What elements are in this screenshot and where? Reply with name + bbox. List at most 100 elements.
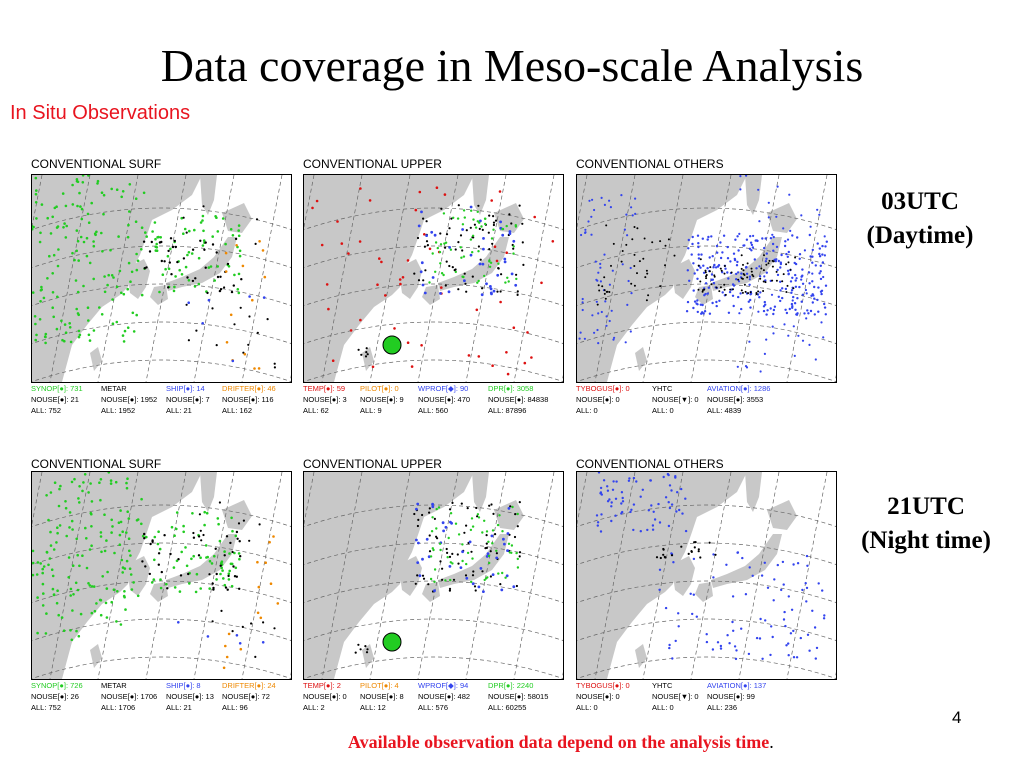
observation-point xyxy=(615,480,618,483)
observation-point xyxy=(790,608,794,611)
legend-name: DPR[●]: 3058 xyxy=(488,384,534,393)
observation-point xyxy=(225,535,229,538)
observation-point xyxy=(448,587,452,590)
observation-point xyxy=(194,277,197,280)
legend-name: YHTC xyxy=(652,384,673,393)
observation-point xyxy=(56,526,59,529)
observation-point xyxy=(610,501,613,504)
observation-point xyxy=(35,573,39,576)
observation-point xyxy=(727,311,731,314)
legend-all: ALL: 12 xyxy=(360,703,386,712)
observation-point xyxy=(466,551,470,555)
observation-point xyxy=(624,341,627,344)
japan-honshu xyxy=(711,237,782,291)
observation-point xyxy=(690,550,693,553)
observation-point xyxy=(470,580,473,584)
observation-point xyxy=(764,279,767,282)
observation-point xyxy=(515,551,518,555)
observation-point xyxy=(366,648,369,651)
observation-point xyxy=(473,223,476,226)
observation-point xyxy=(208,587,211,590)
observation-point xyxy=(621,263,624,266)
observation-point xyxy=(141,560,144,563)
legend-all: ALL: 0 xyxy=(576,703,598,712)
observation-point xyxy=(588,199,591,202)
observation-point xyxy=(696,277,699,280)
time-label: 21UTC xyxy=(887,493,965,520)
observation-point xyxy=(645,299,648,302)
observation-point xyxy=(815,646,819,650)
observation-point xyxy=(428,550,432,553)
observation-point xyxy=(384,294,387,297)
observation-point xyxy=(506,532,510,535)
observation-point xyxy=(479,567,483,570)
observation-point xyxy=(819,277,823,281)
taiwan-land xyxy=(362,347,374,371)
observation-point xyxy=(478,227,481,230)
observation-point xyxy=(650,504,653,507)
observation-point xyxy=(672,561,675,564)
observation-point xyxy=(767,216,770,219)
observation-point xyxy=(608,291,611,293)
observation-point xyxy=(768,259,771,262)
observation-point xyxy=(105,587,109,590)
observation-point xyxy=(456,217,460,220)
observation-point xyxy=(466,507,469,510)
observation-point xyxy=(737,295,740,299)
observation-point xyxy=(71,183,74,187)
observation-point xyxy=(262,621,265,624)
observation-point xyxy=(488,265,492,268)
observation-point xyxy=(359,318,362,322)
observation-point xyxy=(739,175,742,178)
observation-point xyxy=(72,593,75,596)
observation-point xyxy=(422,279,425,282)
observation-point xyxy=(130,270,134,274)
mainland-land xyxy=(577,472,747,679)
japan-hokkaido xyxy=(222,203,252,233)
observation-point xyxy=(705,640,709,644)
observation-point xyxy=(748,247,752,250)
observation-point xyxy=(786,238,790,241)
observation-point xyxy=(71,251,74,255)
observation-point xyxy=(224,270,228,273)
observation-point xyxy=(702,289,704,292)
legend-name: TYBOGUS[●]: 0 xyxy=(576,384,630,393)
observation-point xyxy=(820,289,824,292)
observation-point xyxy=(801,339,805,342)
observation-point xyxy=(769,237,773,240)
observation-point xyxy=(122,340,126,343)
observation-point xyxy=(457,562,460,565)
observation-point xyxy=(197,256,201,260)
observation-point xyxy=(703,310,707,313)
observation-point xyxy=(755,239,758,242)
observation-point xyxy=(605,324,608,327)
observation-point xyxy=(741,556,744,560)
legend-entry: SYNOP[●]: 726 NOUSE[●]: 26 ALL: 752 xyxy=(31,680,83,713)
observation-point xyxy=(634,212,637,215)
observation-point xyxy=(44,341,47,345)
observation-point xyxy=(49,491,53,494)
observation-point xyxy=(445,260,448,263)
observation-point xyxy=(462,255,466,258)
observation-point xyxy=(160,570,163,574)
observation-point xyxy=(689,592,692,595)
observation-point xyxy=(182,257,186,260)
observation-point xyxy=(716,641,720,644)
observation-point xyxy=(248,295,251,298)
observation-point xyxy=(795,277,798,280)
observation-point xyxy=(98,481,101,484)
observation-point xyxy=(791,276,794,279)
observation-point xyxy=(225,655,229,659)
observation-point xyxy=(504,576,507,579)
observation-point xyxy=(630,292,633,295)
observation-point xyxy=(692,289,695,292)
observation-point xyxy=(763,254,765,257)
observation-point xyxy=(128,549,131,553)
observation-point xyxy=(647,294,650,297)
observation-point xyxy=(158,290,161,294)
observation-point xyxy=(173,239,176,243)
observation-point xyxy=(644,276,647,279)
observation-point xyxy=(68,511,72,514)
observation-point xyxy=(175,527,178,531)
observation-point xyxy=(823,254,826,257)
